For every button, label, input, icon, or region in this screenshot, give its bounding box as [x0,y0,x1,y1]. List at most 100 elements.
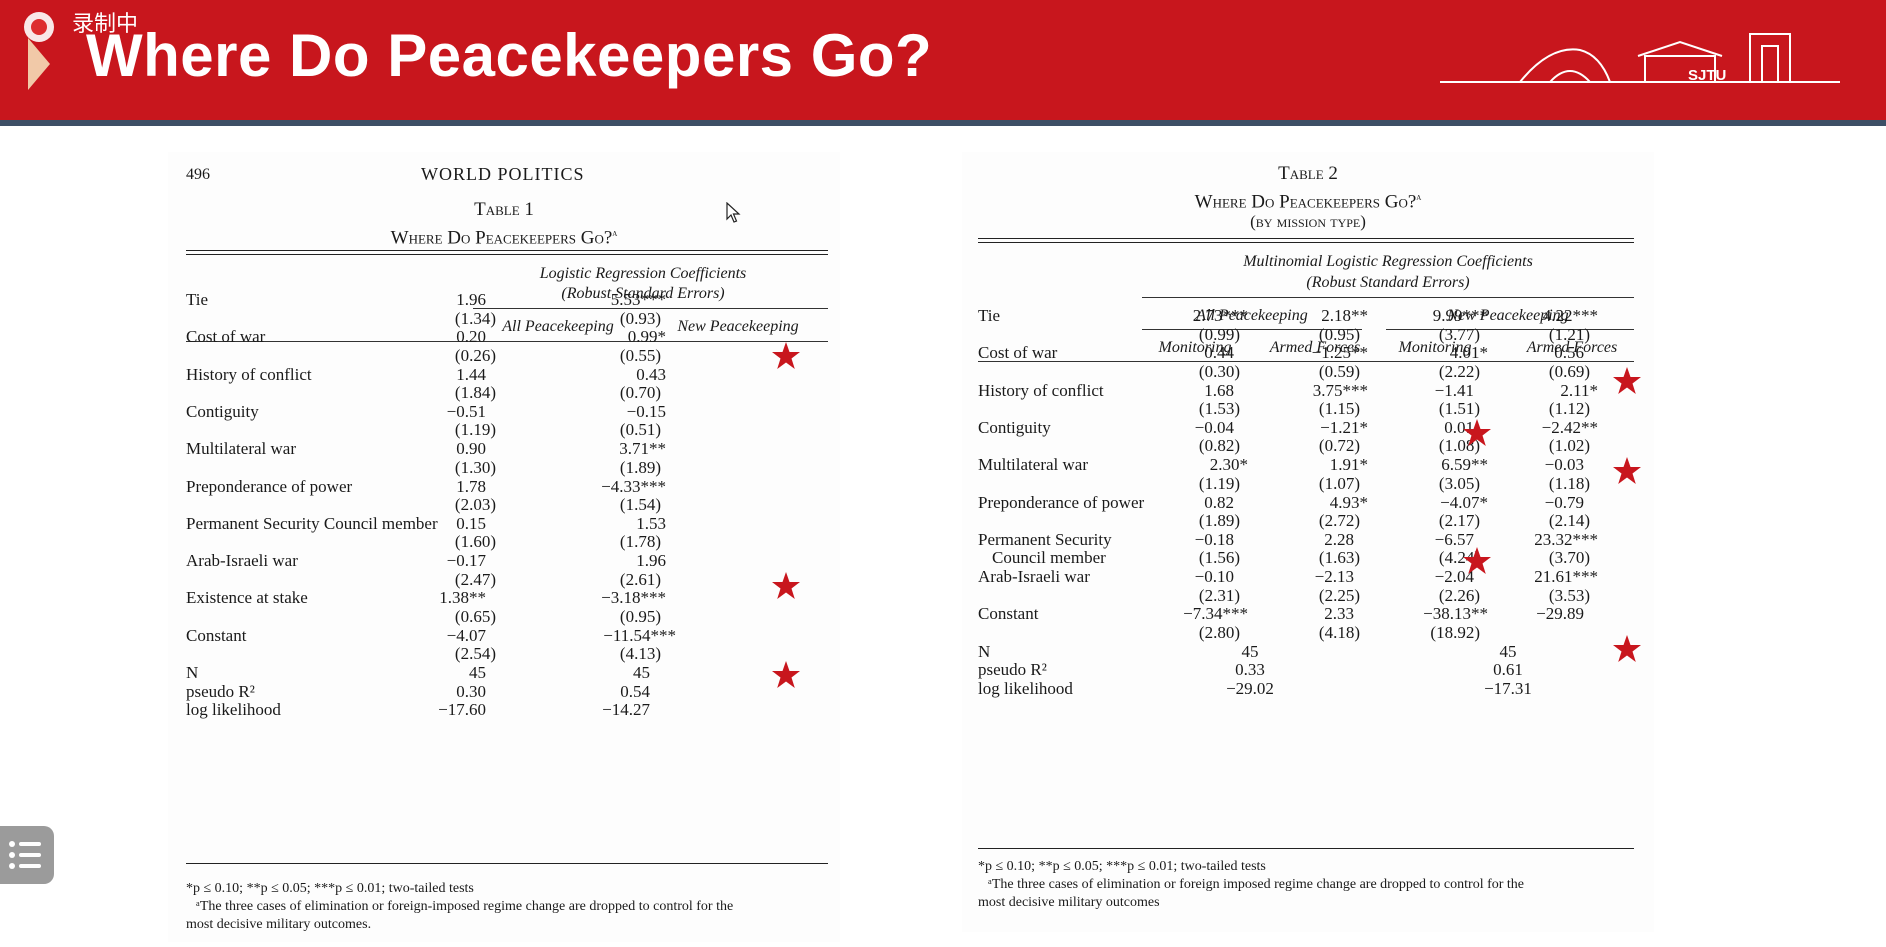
table2-cell-value: 1.68 [1204,380,1234,400]
table2-cell-se: (18.92) [1430,622,1480,642]
table2-cell-se: (1.89) [1198,511,1240,530]
table2-cell-value: −0.03 [1544,455,1584,475]
table1-row-label: Preponderance of power [186,476,353,496]
table2-col-armed-all: Armed Forces [1269,339,1361,356]
table1-col-new: New Peacekeeping [677,318,799,335]
table1-stat-label: log likelihood [186,700,281,719]
table1-stat-all: 45 [469,663,486,682]
list-menu-icon [9,841,41,869]
table2-cell-value: 4.93* [1329,492,1368,512]
table1-cell-new: 0.43 [636,364,666,384]
red-star-icon [772,342,800,369]
table2-cell-value: −4.07* [1440,492,1488,512]
table2-panel: Table 2 Where Do Peacekeepers Go?a (by m… [962,152,1654,932]
table1-row-label: Cost of war [186,327,266,347]
table2-cell-value: 1.91* [1329,455,1368,475]
table1-footnote-3: most decisive military outcomes. [186,917,372,932]
table1-stat-new: 0.54 [620,681,650,701]
table1-cell-new: 1.96 [636,551,666,571]
table2-header-line1: Multinomial Logistic Regression Coeffici… [1243,253,1533,270]
table2-cell-se: (0.99) [1198,324,1240,344]
table2-cell-value: 4.01* [1449,343,1488,363]
table2-cell-se: (1.63) [1318,548,1360,568]
table2-cell-se: (0.82) [1198,436,1240,456]
table1-cell-all: 0.15 [456,513,486,533]
table2-cell-se: (3.70) [1548,548,1590,568]
table1-cell-new-se: (0.55) [619,345,661,365]
table2-cell-value: 0.82 [1204,492,1234,512]
table2-stat-label: log likelihood [978,678,1073,698]
table1-row-label: Constant [186,625,247,645]
table2-cell-value: 0.44 [1204,343,1234,363]
table2-stat-label: pseudo R² [978,660,1047,680]
table2-footnote-1: *p ≤ 0.10; **p ≤ 0.05; ***p ≤ 0.01; two-… [978,859,1266,874]
table2-cell-se: (1.02) [1548,436,1590,456]
red-star-icon [1613,367,1641,394]
table1-cell-all: −0.51 [446,401,486,421]
table2-stat-label: N [978,641,991,661]
table2-row-label: Arab-Israeli war [978,567,1090,587]
table2-cell-value: 2.28 [1324,529,1354,549]
table2-col-monitoring-all: Monitoring [1158,339,1232,356]
red-star-icon [1613,457,1641,484]
table1-stat-all: 0.30 [456,681,486,701]
table2-cell-se: (2.72) [1318,511,1360,530]
table2-cell-se: (3.53) [1548,585,1590,605]
record-icon[interactable] [24,12,54,42]
table2-cell-se: (0.69) [1548,361,1590,381]
table2-cell-se: (1.18) [1548,473,1590,493]
table1-cell-all: 1.44 [456,364,486,384]
table2-cell-value: 23.32*** [1534,529,1598,549]
table2-stat-new: 0.61 [1493,660,1523,680]
table2-stat-all: 45 [1241,641,1259,661]
table1-cell-new-se: (0.51) [619,420,661,440]
table1-cell-new-se: (1.89) [619,457,661,477]
table1-cell-all: 0.20 [456,327,486,347]
table1-row-label: Existence at stake [186,588,308,608]
table2-cell-value: 2.73*** [1192,306,1248,325]
table2-group-new: New Peacekeeping [1447,307,1569,324]
table1-cell-all: 0.90 [456,439,486,459]
table1-cell-all: 1.96 [456,290,486,309]
play-arrow-icon [28,38,50,90]
table1-caption: Where Do Peacekeepers Go?a [390,227,618,249]
red-star-icon [1463,419,1491,446]
side-menu-button[interactable] [0,826,54,884]
table2-cell-se: (1.51) [1438,399,1480,419]
table1-cell-all: −0.17 [446,551,486,571]
table2-cell-value: 4.22*** [1542,306,1598,325]
table2-col-armed-new: Armed Forces [1526,339,1618,356]
table1-header-line1: Logistic Regression Coefficients [539,265,747,282]
table2-cell-value: 2.18** [1321,306,1368,325]
table2-cell-value: −0.10 [1194,567,1234,587]
table2-cell-value: −0.18 [1194,529,1234,549]
table2-subcaption: (by mission type) [1250,212,1366,231]
table1-cell-all: 1.78 [456,476,486,496]
table2-cell-se: (1.19) [1198,473,1240,493]
table2-cell-value: −0.04 [1194,417,1234,437]
table2-cell-value: −38.13** [1423,604,1488,624]
table2-stat-all: −29.02 [1226,678,1274,698]
table2-cell-se: (2.25) [1318,585,1360,605]
table1-row-label: Permanent Security Council member [186,513,438,533]
table1-cell-new: 0.99* [627,327,666,347]
table1-stat-new: −14.27 [602,700,650,719]
table1-cell-all-se: (1.84) [454,383,496,403]
table1-cell-new: −4.33*** [601,476,666,496]
table2-row-label: Tie [978,306,1001,325]
table1-cell-new: −3.18*** [601,588,666,608]
table2-cell-value: 3.75*** [1312,380,1368,400]
table1-cell-new-se: (0.70) [619,383,661,403]
table1-cell-new: −11.54*** [603,625,676,645]
table2-cell-se: (1.21) [1548,324,1590,344]
table2-cell-se: (1.56) [1198,548,1240,568]
table2-cell-se: (1.07) [1318,473,1360,493]
table2-cell-value: 2.33 [1324,604,1354,624]
table1-row-label: Arab-Israeli war [186,551,298,571]
table2-cell-se: (2.17) [1438,511,1480,530]
table2-row-label-cont: Council member [992,548,1106,568]
table2-cell-se: (0.30) [1198,361,1240,381]
table1-panel: 496 WORLD POLITICS Table 1 Where Do Peac… [168,152,840,942]
table2-row-label: Permanent Security [978,529,1112,549]
table1-cell-all-se: (1.60) [454,532,496,552]
